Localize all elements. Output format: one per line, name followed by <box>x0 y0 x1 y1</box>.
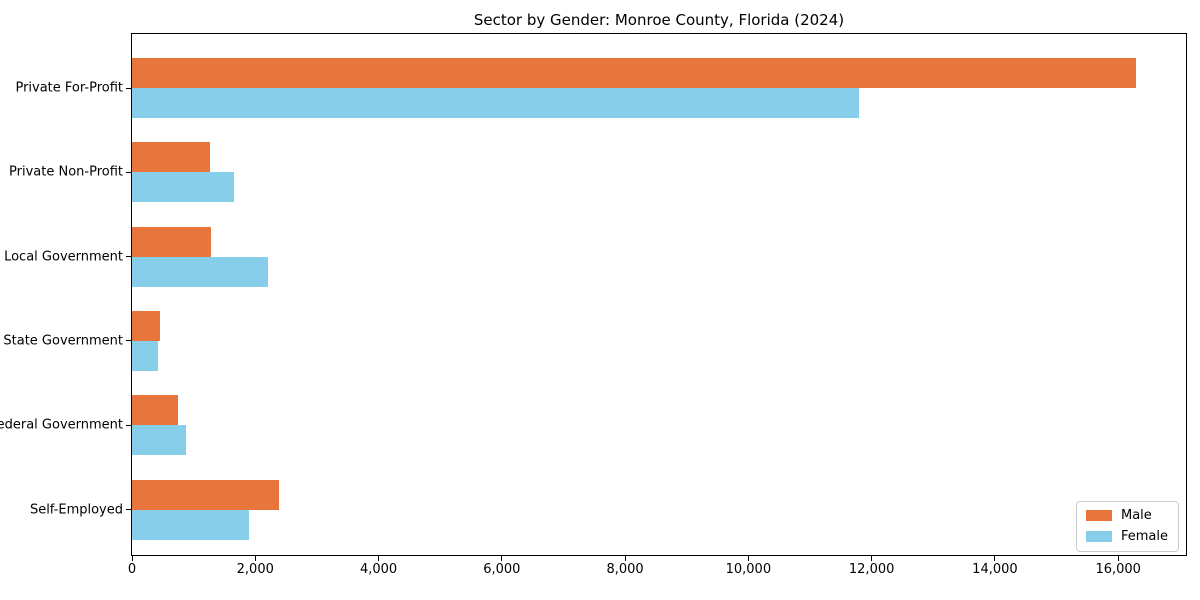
x-tick-label-6000: 6,000 <box>483 562 521 577</box>
y-tick-state-government <box>126 340 131 342</box>
bar-female-private-for-profit <box>132 88 859 118</box>
bar-female-private-non-profit <box>132 172 234 203</box>
x-tick-0 <box>132 556 133 561</box>
x-tick-16000 <box>1117 556 1119 561</box>
x-tick-12000 <box>871 556 873 561</box>
category-label-private-non-profit: Private Non-Profit <box>9 164 123 180</box>
x-tick-label-8000: 8,000 <box>606 562 644 577</box>
bar-male-local-government <box>132 226 211 257</box>
legend-swatch-male <box>1085 510 1112 521</box>
legend-item-male: Male <box>1085 508 1168 523</box>
bar-male-federal-government <box>132 395 178 426</box>
x-tick-label-0: 0 <box>127 562 137 577</box>
y-tick-self-employed <box>126 509 131 510</box>
x-tick-6000 <box>501 556 503 561</box>
x-tick-label-14000: 14,000 <box>972 562 1018 577</box>
bar-male-private-non-profit <box>132 142 210 173</box>
y-tick-federal-government <box>126 424 131 426</box>
bar-female-state-government <box>132 340 158 371</box>
bar-female-self-employed <box>132 509 249 540</box>
legend-swatch-female <box>1085 531 1112 542</box>
x-tick-label-10000: 10,000 <box>725 562 772 577</box>
x-tick-label-12000: 12,000 <box>848 562 895 577</box>
bar-female-local-government <box>132 256 268 287</box>
x-tick-label-2000: 2,000 <box>236 562 274 577</box>
bar-male-state-government <box>132 310 160 341</box>
x-tick-2000 <box>254 556 256 561</box>
category-label-self-employed: Self-Employed <box>29 502 123 517</box>
x-tick-10000 <box>747 556 749 561</box>
legend-label-male: Male <box>1120 508 1152 523</box>
chart-title: Sector by Gender: Monroe County, Florida… <box>473 11 845 29</box>
category-label-federal-government: Federal Government <box>0 417 123 433</box>
y-tick-private-non-profit <box>126 171 131 173</box>
bar-male-self-employed <box>132 479 279 510</box>
y-tick-local-government <box>126 256 131 258</box>
x-tick-label-16000: 16,000 <box>1095 562 1141 577</box>
x-tick-14000 <box>994 556 996 561</box>
plot-area: Male Female Private For-Profit Private Non… <box>0 33 1187 577</box>
y-tick-private-for-profit <box>126 87 131 89</box>
category-label-private-for-profit: Private For-Profit <box>15 80 123 96</box>
legend-item-female: Female <box>1085 529 1168 544</box>
x-tick-4000 <box>378 556 380 561</box>
legend-label-female: Female <box>1120 529 1168 544</box>
category-label-local-government: Local Government <box>4 249 123 265</box>
x-tick-8000 <box>624 556 626 561</box>
bar-male-private-for-profit <box>132 58 1136 88</box>
x-tick-label-4000: 4,000 <box>359 562 398 577</box>
category-label-state-government: State Government <box>3 333 123 349</box>
legend: Male Female <box>1075 501 1179 552</box>
bar-female-federal-government <box>132 425 186 456</box>
